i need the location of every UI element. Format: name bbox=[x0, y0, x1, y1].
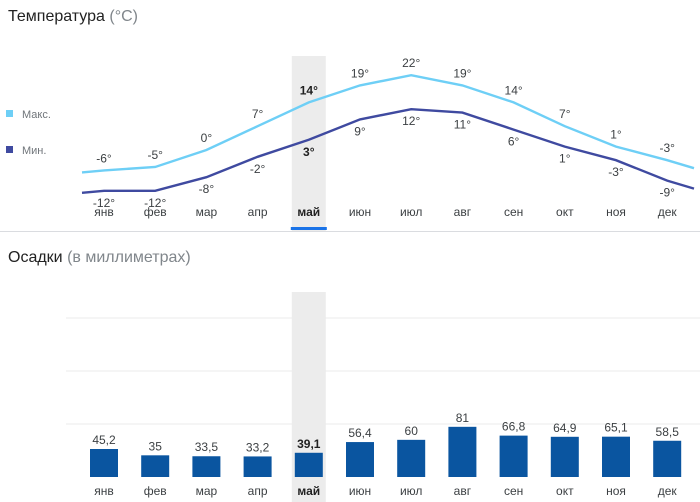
month-label: окт bbox=[556, 205, 574, 219]
month-label: июл bbox=[400, 484, 422, 498]
max-temp-label: -3° bbox=[659, 141, 675, 155]
precipitation-bar bbox=[602, 436, 630, 477]
month-label: окт bbox=[556, 484, 574, 498]
month-label: дек bbox=[658, 484, 678, 498]
selected-month-indicator bbox=[290, 227, 327, 230]
precipitation-bar bbox=[499, 435, 528, 477]
max-temp-label: -5° bbox=[147, 148, 163, 162]
precipitation-bar bbox=[90, 449, 118, 477]
month-label: май bbox=[297, 205, 320, 219]
precipitation-bar bbox=[141, 455, 170, 477]
legend-min-swatch bbox=[6, 146, 13, 153]
precipitation-bar bbox=[243, 456, 272, 477]
precipitation-value-label: 45,2 bbox=[92, 433, 116, 447]
max-temp-label: 0° bbox=[201, 131, 213, 145]
precipitation-unit: (в миллиметрах) bbox=[67, 249, 191, 266]
min-temp-label: 12° bbox=[402, 114, 420, 128]
month-label: ноя bbox=[606, 205, 626, 219]
legend-max-label: Макс. bbox=[22, 109, 51, 121]
legend-min-label: Мин. bbox=[22, 145, 46, 157]
month-label: апр bbox=[248, 484, 268, 498]
month-label: дек bbox=[658, 205, 678, 219]
month-label: апр bbox=[248, 205, 268, 219]
min-temp-label: -12° bbox=[93, 196, 115, 210]
month-label: июн bbox=[349, 205, 371, 219]
min-temp-label: -3° bbox=[608, 165, 624, 179]
min-temperature-line bbox=[81, 107, 695, 194]
precipitation-value-label: 33,5 bbox=[195, 440, 219, 454]
temperature-chart: Макс. Мин. -6° -5° 0° 7° 14° 19° 22° 19° 14° 7° 1° -3… bbox=[6, 56, 695, 232]
min-temp-label: -9° bbox=[659, 186, 675, 200]
min-temp-label: 1° bbox=[559, 152, 571, 166]
precipitation-value-label: 39,1 bbox=[297, 437, 321, 451]
precipitation-value-label: 66,8 bbox=[502, 420, 526, 434]
max-temperature-line bbox=[81, 73, 695, 174]
month-label: сен bbox=[504, 484, 523, 498]
temperature-unit: (°C) bbox=[109, 8, 138, 25]
month-label: янв bbox=[94, 205, 114, 219]
month-label: авг bbox=[454, 205, 472, 219]
month-label: ноя bbox=[606, 484, 626, 498]
max-temp-label: -6° bbox=[96, 151, 112, 165]
precipitation-bar bbox=[448, 426, 477, 477]
month-label: июн bbox=[349, 484, 371, 498]
precipitation-value-label: 65,1 bbox=[604, 421, 628, 435]
month-label: фев bbox=[144, 205, 167, 219]
precipitation-value-label: 33,2 bbox=[246, 440, 270, 454]
precipitation-value-label: 60 bbox=[405, 424, 419, 438]
temperature-title-text: Температура bbox=[8, 8, 105, 25]
month-label: мар bbox=[196, 484, 218, 498]
precipitation-bar bbox=[192, 456, 221, 477]
max-temp-label: 7° bbox=[559, 107, 571, 121]
min-temp-label: 9° bbox=[354, 124, 366, 138]
month-label: янв bbox=[94, 484, 114, 498]
month-label: фев bbox=[144, 484, 167, 498]
max-temp-label: 7° bbox=[252, 107, 264, 121]
precipitation-bar bbox=[653, 440, 682, 477]
precipitation-value-label: 35 bbox=[149, 439, 163, 453]
precipitation-value-label: 81 bbox=[456, 411, 470, 425]
precipitation-value-label: 64,9 bbox=[553, 421, 577, 435]
temperature-title: Температура (°C) bbox=[8, 8, 138, 26]
precipitation-title-text: Осадки bbox=[8, 249, 63, 266]
legend-max-swatch bbox=[6, 110, 13, 117]
precipitation-title: Осадки (в миллиметрах) bbox=[8, 249, 191, 267]
month-label: июл bbox=[400, 205, 422, 219]
section-divider bbox=[0, 231, 700, 232]
month-label: сен bbox=[504, 205, 523, 219]
month-label: май bbox=[297, 484, 320, 498]
min-temp-label: 11° bbox=[454, 118, 471, 132]
min-temp-label: -12° bbox=[144, 196, 166, 210]
max-temp-label: 19° bbox=[453, 66, 471, 80]
max-temp-label: 14° bbox=[505, 83, 523, 97]
precipitation-value-label: 58,5 bbox=[656, 425, 680, 439]
min-temp-label: -8° bbox=[199, 182, 215, 196]
precipitation-bar bbox=[397, 439, 426, 477]
precipitation-value-label: 56,4 bbox=[348, 426, 372, 440]
precipitation-bar bbox=[294, 452, 323, 477]
precipitation-bar bbox=[346, 442, 374, 477]
max-temp-label: 19° bbox=[351, 66, 369, 80]
month-label: авг bbox=[454, 484, 472, 498]
max-temp-label: 14° bbox=[300, 83, 318, 97]
min-temp-label: -2° bbox=[250, 162, 266, 176]
min-temp-label: 6° bbox=[508, 135, 520, 149]
max-temp-label: 22° bbox=[402, 56, 420, 70]
precipitation-bar bbox=[550, 436, 579, 477]
month-label: мар bbox=[196, 205, 218, 219]
max-temp-label: 1° bbox=[610, 128, 622, 142]
min-temp-label: 3° bbox=[303, 145, 315, 159]
